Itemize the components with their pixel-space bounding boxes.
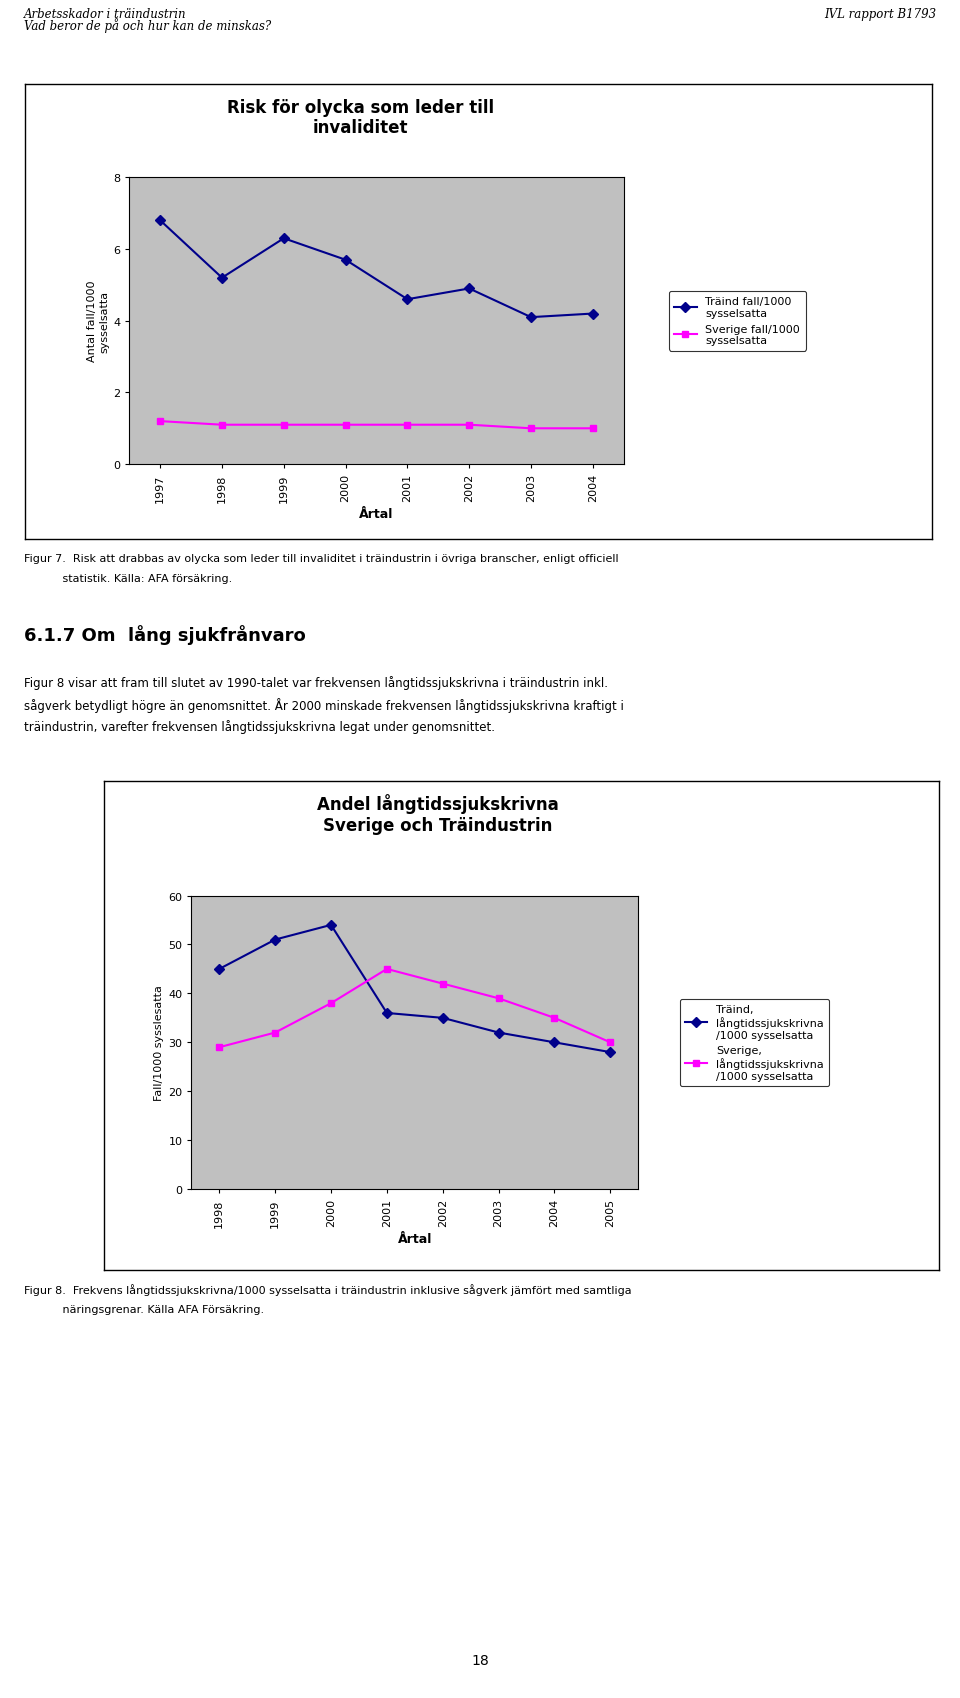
Text: Figur 8.  Frekvens långtidssjukskrivna/1000 sysselsatta i träindustrin inklusive: Figur 8. Frekvens långtidssjukskrivna/10… (24, 1284, 632, 1296)
X-axis label: Årtal: Årtal (397, 1233, 432, 1245)
Text: Andel långtidssjukskrivna
Sverige och Träindustrin: Andel långtidssjukskrivna Sverige och Tr… (317, 793, 559, 834)
Text: Vad beror de på och hur kan de minskas?: Vad beror de på och hur kan de minskas? (24, 17, 271, 32)
X-axis label: Årtal: Årtal (359, 508, 394, 521)
Text: näringsgrenar. Källa AFA Försäkring.: näringsgrenar. Källa AFA Försäkring. (24, 1304, 264, 1314)
Text: IVL rapport B1793: IVL rapport B1793 (824, 7, 936, 20)
Text: Figur 7.  Risk att drabbas av olycka som leder till invaliditet i träindustrin i: Figur 7. Risk att drabbas av olycka som … (24, 554, 618, 564)
Text: sågverk betydligt högre än genomsnittet. År 2000 minskade frekvensen långtidssju: sågverk betydligt högre än genomsnittet.… (24, 698, 624, 713)
Text: 18: 18 (471, 1654, 489, 1667)
Text: träindustrin, varefter frekvensen långtidssjukskrivna legat under genomsnittet.: träindustrin, varefter frekvensen långti… (24, 720, 495, 734)
Legend: Träind fall/1000
sysselsatta, Sverige fall/1000
sysselsatta: Träind fall/1000 sysselsatta, Sverige fa… (669, 292, 805, 351)
Text: Arbetsskador i träindustrin: Arbetsskador i träindustrin (24, 7, 186, 20)
Text: Risk för olycka som leder till
invaliditet: Risk för olycka som leder till invalidit… (228, 98, 494, 138)
Text: 6.1.7 Om  lång sjukfrånvaro: 6.1.7 Om lång sjukfrånvaro (24, 625, 305, 645)
Y-axis label: Antal fall/1000
sysselsatta: Antal fall/1000 sysselsatta (87, 280, 109, 362)
Y-axis label: Fall/1000 sysslesatta: Fall/1000 sysslesatta (154, 985, 164, 1100)
Legend: Träind,
långtidssjukskrivna
/1000 sysselsatta, Sverige,
långtidssjukskrivna
/100: Träind, långtidssjukskrivna /1000 syssel… (680, 998, 829, 1087)
Text: Figur 8 visar att fram till slutet av 1990-talet var frekvensen långtidssjukskri: Figur 8 visar att fram till slutet av 19… (24, 676, 608, 689)
Text: statistik. Källa: AFA försäkring.: statistik. Källa: AFA försäkring. (24, 574, 232, 584)
